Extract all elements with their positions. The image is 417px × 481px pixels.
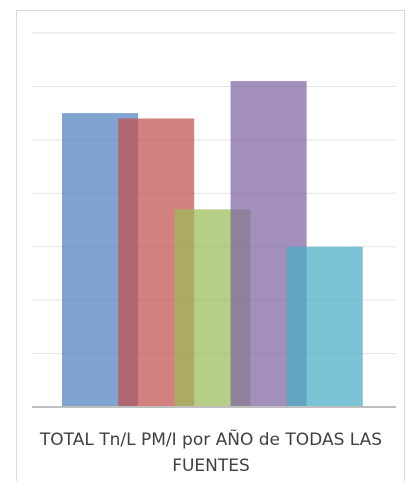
category-label: TOTAL Tn/L PM/I por AÑO de TODAS LAS FUE… bbox=[39, 430, 383, 476]
chart-frame bbox=[16, 10, 405, 481]
bar bbox=[286, 246, 363, 407]
